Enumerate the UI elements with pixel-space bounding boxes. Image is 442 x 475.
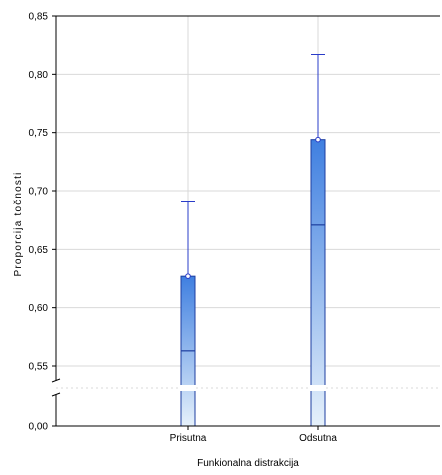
y-tick-label: 0,80 [29,70,49,81]
plot-area [56,16,440,426]
y-tick-label: 0,75 [29,128,49,139]
y-tick-label: 0,85 [29,12,49,23]
axis-break-mark [51,392,61,397]
y-axis-label: Proporcija točnosti [13,171,24,276]
x-tick-label: Prisutna [170,433,207,444]
y-tick-label: 0,55 [29,362,49,373]
x-axis-label: Funkionalna distrakcija [197,458,299,469]
y-tick-label: 0,70 [29,187,49,198]
y-tick-label: 0,60 [29,303,49,314]
y-tick-label: 0,00 [29,422,49,433]
axes: Prisutna Odsutna 0,55 0,60 0,65 0,70 0,75 0,80 0… [29,12,440,444]
axis-break-mark [51,378,61,383]
mean-marker [315,136,321,143]
bar [310,139,326,427]
y-tick-label: 0,65 [29,245,49,256]
mean-marker [185,273,191,279]
axis-break-gap [310,385,326,391]
axis-break-gap [180,385,196,391]
x-tick-label: Odsutna [299,433,337,444]
